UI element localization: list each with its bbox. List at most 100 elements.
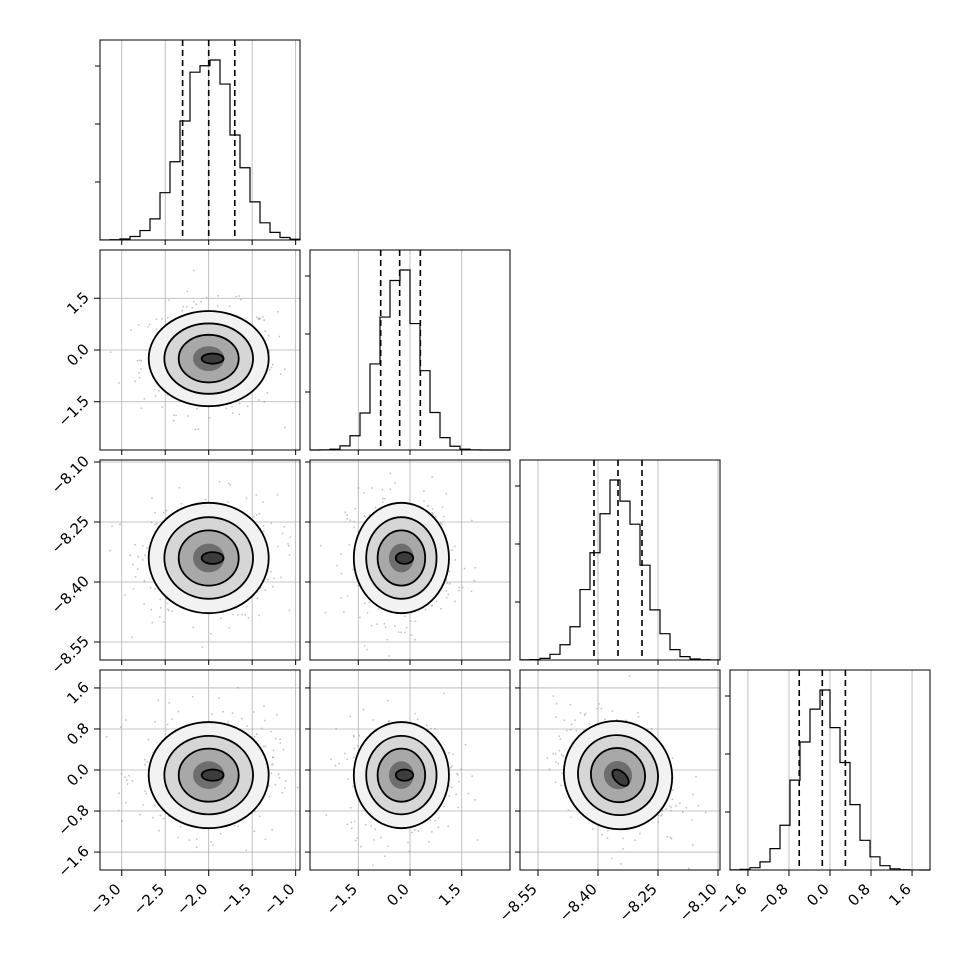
scatter-point [388,719,391,722]
scatter-point [358,734,361,737]
x-tick-label: 1.5 [435,880,465,910]
axes-frame [519,459,721,661]
scatter-point [129,554,132,557]
scatter-point [274,783,277,786]
scatter-point [193,269,195,272]
marginal-panel-1 [305,249,511,455]
scatter-point [342,611,345,613]
scatter-point [687,867,690,870]
scatter-point [384,626,387,628]
y-tick-label: −0.8 [54,801,92,839]
scatter-point [161,406,164,409]
x-tick-label: −1.5 [217,880,255,918]
scatter-point [263,400,266,403]
scatter-point [353,526,355,529]
scatter-point [277,545,279,548]
scatter-point [188,839,191,841]
contour-line [163,322,254,395]
scatter-point [162,511,165,514]
x-tick-label: 1.6 [885,880,915,910]
scatter-point [427,505,430,507]
scatter-point [579,712,582,714]
scatter-point [158,616,161,618]
scatter-point [685,807,688,809]
scatter-point [273,577,275,580]
scatter-point [386,699,389,702]
contour-line [352,721,450,830]
contour-line [200,768,225,782]
scatter-point [625,719,627,722]
scatter-point [451,765,453,767]
scatter-point [620,863,622,865]
scatter-point [145,792,148,795]
scatter-point [171,610,174,613]
scatter-point [561,772,564,775]
scatter-point [349,519,352,522]
scatter-point [283,525,286,528]
scatter-point [143,397,146,400]
scatter-point [253,515,255,518]
scatter-point [560,753,563,756]
scatter-point [227,482,230,485]
scatter-point [231,412,234,414]
scatter-point [208,417,211,419]
scatter-point [264,745,267,747]
contour-line [177,747,240,803]
scatter-point [413,829,416,832]
scatter-point [381,488,384,491]
scatter-point [359,845,362,848]
scatter-point [191,306,194,309]
scatter-point [448,795,451,797]
scatter-point [165,509,168,512]
scatter-point [272,749,275,752]
scatter-point [452,753,455,756]
scatter-point [175,414,178,417]
scatter-point [569,729,572,731]
scatter-point [196,407,199,410]
scatter-point [691,844,694,846]
scatter-point [447,593,450,596]
scatter-point [141,559,144,561]
scatter-point [431,831,433,833]
scatter-point [275,713,278,716]
scatter-point [144,758,146,761]
scatter-point [119,523,121,526]
scatter-point [546,757,549,759]
scatter-point [458,586,461,589]
scatter-point [289,536,292,538]
scatter-point [253,735,256,738]
scatter-point [258,512,261,515]
scatter-point [325,814,328,816]
scatter-point [253,830,256,833]
scatter-point [430,727,432,730]
scatter-point [372,719,375,721]
scatter-point [154,511,156,514]
scatter-point [255,316,258,318]
scatter-point [152,816,155,819]
scatter-point [227,720,230,723]
scatter-point [397,631,400,634]
scatter-point [463,567,466,570]
scatter-point [137,555,140,558]
scatter-point [166,608,169,610]
scatter-point [262,501,264,503]
scatter-point [552,752,554,755]
scatter-point [284,426,286,429]
scatter-point [634,839,637,842]
scatter-point [400,631,402,634]
scatter-point [389,488,392,491]
scatter-point [237,686,239,689]
scatter-point [168,609,170,612]
scatter-point [210,632,212,635]
scatter-point [675,805,677,807]
scatter-point [279,738,281,741]
scatter-point [150,521,153,524]
scatter-point [118,792,121,795]
scatter-point [353,747,355,750]
scatter-point [394,482,396,484]
scatter-point [254,810,256,813]
scatter-point [159,814,162,817]
scatter-point [257,317,260,320]
scatter-point [442,515,445,518]
scatter-point [158,829,160,832]
